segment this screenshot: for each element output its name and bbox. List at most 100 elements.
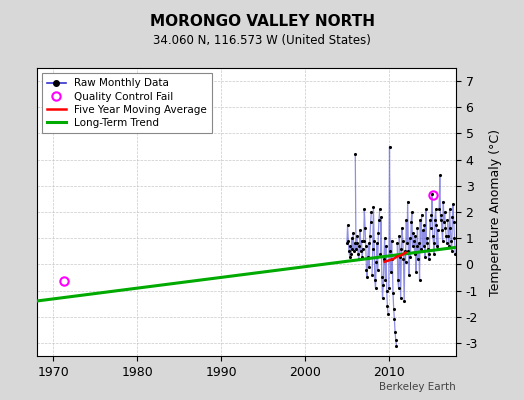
Point xyxy=(380,256,388,262)
Point xyxy=(444,232,452,239)
Point xyxy=(420,222,429,228)
Point xyxy=(369,204,378,210)
Point xyxy=(436,217,445,223)
Point xyxy=(358,253,366,260)
Point xyxy=(399,238,407,244)
Point xyxy=(449,201,457,207)
Point xyxy=(432,222,441,228)
Point xyxy=(393,240,401,247)
Point xyxy=(423,235,431,241)
Point xyxy=(370,238,378,244)
Point xyxy=(402,217,410,223)
Point xyxy=(438,227,446,234)
Point xyxy=(349,230,357,236)
Point xyxy=(362,266,370,273)
Point xyxy=(443,217,452,223)
Point xyxy=(362,243,370,249)
Point xyxy=(343,222,352,228)
Point xyxy=(411,232,420,239)
Legend: Raw Monthly Data, Quality Control Fail, Five Year Moving Average, Long-Term Tren: Raw Monthly Data, Quality Control Fail, … xyxy=(42,73,212,133)
Point xyxy=(398,224,406,231)
Point xyxy=(451,251,460,257)
Point xyxy=(435,172,444,178)
Point xyxy=(441,209,449,215)
Point xyxy=(445,206,454,212)
Point xyxy=(348,246,357,252)
Point xyxy=(427,224,435,231)
Point xyxy=(385,285,393,291)
Point xyxy=(347,251,355,257)
Point xyxy=(439,238,447,244)
Point xyxy=(368,246,377,252)
Point xyxy=(445,243,453,249)
Point xyxy=(363,274,372,281)
Point xyxy=(345,253,354,260)
Point xyxy=(344,238,353,244)
Point xyxy=(422,206,430,212)
Point xyxy=(379,282,387,288)
Point xyxy=(366,219,375,226)
Point xyxy=(408,209,416,215)
Point xyxy=(418,212,426,218)
Point xyxy=(347,235,356,241)
Point xyxy=(425,251,433,257)
Point xyxy=(377,214,385,220)
Point xyxy=(372,285,380,291)
Point xyxy=(394,277,402,283)
Point xyxy=(404,248,412,254)
Point xyxy=(392,342,401,349)
Point xyxy=(434,246,443,252)
Point xyxy=(412,243,421,249)
Point xyxy=(356,227,364,234)
Y-axis label: Temperature Anomaly (°C): Temperature Anomaly (°C) xyxy=(489,128,502,296)
Point xyxy=(439,198,447,205)
Point xyxy=(447,248,456,254)
Point xyxy=(403,240,411,247)
Point xyxy=(431,217,439,223)
Point xyxy=(448,214,456,220)
Point xyxy=(395,232,403,239)
Point xyxy=(351,151,359,158)
Point xyxy=(346,243,355,249)
Point xyxy=(364,253,372,260)
Point xyxy=(418,248,427,254)
Point xyxy=(366,232,374,239)
Point xyxy=(376,251,385,257)
Point xyxy=(373,240,381,247)
Point xyxy=(354,251,362,257)
Point xyxy=(427,212,435,218)
Point xyxy=(355,243,364,249)
Point xyxy=(385,143,394,150)
Point xyxy=(361,224,369,231)
Point xyxy=(446,224,454,231)
Point xyxy=(343,240,351,247)
Point xyxy=(388,256,397,262)
Point xyxy=(374,266,382,273)
Point xyxy=(403,198,412,205)
Point xyxy=(389,290,397,296)
Point xyxy=(364,240,373,247)
Point xyxy=(372,258,380,265)
Point xyxy=(410,251,419,257)
Point xyxy=(400,298,408,304)
Point xyxy=(429,240,438,247)
Point xyxy=(450,235,458,241)
Point xyxy=(397,295,405,302)
Point xyxy=(401,258,410,265)
Point xyxy=(422,240,431,247)
Point xyxy=(376,206,384,212)
Point xyxy=(380,235,389,241)
Point xyxy=(433,227,442,234)
Point xyxy=(443,240,451,247)
Point xyxy=(424,256,433,262)
Point xyxy=(359,246,367,252)
Point xyxy=(381,277,389,283)
Point xyxy=(431,206,440,212)
Point xyxy=(441,224,450,231)
Point xyxy=(433,243,441,249)
Point xyxy=(370,277,379,283)
Point xyxy=(353,232,361,239)
Point xyxy=(387,269,395,276)
Point xyxy=(397,246,406,252)
Point xyxy=(407,219,416,226)
